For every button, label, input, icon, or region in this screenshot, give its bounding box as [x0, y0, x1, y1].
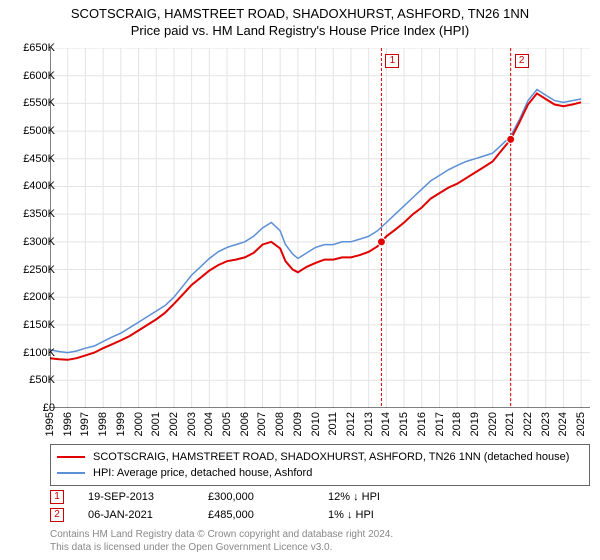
event-table: 1 19-SEP-2013£300,00012% ↓ HPI 2 06-JAN-202…	[50, 488, 590, 524]
footnote-line1: Contains HM Land Registry data © Crown c…	[50, 528, 393, 541]
x-tick-label: 2021	[504, 412, 516, 436]
x-tick-label: 2007	[256, 412, 268, 436]
x-tick-label: 1998	[97, 412, 109, 436]
x-tick-label: 1995	[44, 412, 56, 436]
x-tick-label: 2013	[363, 412, 375, 436]
legend: SCOTSCRAIG, HAMSTREET ROAD, SHADOXHURST,…	[50, 444, 590, 486]
title-address: SCOTSCRAIG, HAMSTREET ROAD, SHADOXHURST,…	[0, 6, 600, 21]
legend-swatch	[57, 456, 85, 458]
x-tick-label: 2023	[540, 412, 552, 436]
event-date: 19-SEP-2013	[88, 491, 208, 503]
legend-label: SCOTSCRAIG, HAMSTREET ROAD, SHADOXHURST,…	[93, 451, 569, 463]
y-tick-label: £150K	[5, 319, 55, 331]
y-tick-label: £200K	[5, 291, 55, 303]
chart-area	[50, 48, 590, 408]
x-tick-label: 1999	[115, 412, 127, 436]
legend-swatch	[57, 472, 85, 474]
x-tick-label: 2012	[345, 412, 357, 436]
title-subtitle: Price paid vs. HM Land Registry's House …	[0, 23, 600, 38]
x-tick-label: 2005	[221, 412, 233, 436]
y-tick-label: £250K	[5, 264, 55, 276]
y-tick-label: £400K	[5, 180, 55, 192]
y-tick-label: £500K	[5, 125, 55, 137]
footnote: Contains HM Land Registry data © Crown c…	[50, 528, 393, 554]
x-tick-label: 2019	[469, 412, 481, 436]
event-row: 1 19-SEP-2013£300,00012% ↓ HPI	[50, 488, 590, 506]
x-tick-label: 2008	[274, 412, 286, 436]
event-price: £485,000	[208, 509, 328, 521]
event-delta: 1% ↓ HPI	[328, 509, 448, 521]
x-tick-label: 1997	[79, 412, 91, 436]
event-id: 1	[50, 490, 64, 504]
event-row: 2 06-JAN-2021£485,0001% ↓ HPI	[50, 506, 590, 524]
title-block: SCOTSCRAIG, HAMSTREET ROAD, SHADOXHURST,…	[0, 0, 600, 40]
legend-row: SCOTSCRAIG, HAMSTREET ROAD, SHADOXHURST,…	[57, 449, 583, 465]
x-tick-label: 2002	[168, 412, 180, 436]
y-tick-label: £550K	[5, 97, 55, 109]
y-tick-label: £100K	[5, 347, 55, 359]
x-tick-label: 2015	[398, 412, 410, 436]
event-price: £300,000	[208, 491, 328, 503]
x-tick-label: 2011	[327, 412, 339, 436]
x-tick-label: 2022	[522, 412, 534, 436]
x-tick-label: 2017	[434, 412, 446, 436]
x-tick-label: 2014	[380, 412, 392, 436]
event-delta: 12% ↓ HPI	[328, 491, 448, 503]
event-id: 2	[50, 508, 64, 522]
x-tick-label: 2003	[186, 412, 198, 436]
x-tick-label: 2024	[557, 412, 569, 436]
x-tick-label: 2016	[416, 412, 428, 436]
x-tick-label: 2018	[451, 412, 463, 436]
legend-label: HPI: Average price, detached house, Ashf…	[93, 467, 312, 479]
x-tick-label: 2004	[203, 412, 215, 436]
event-marker-id: 1	[385, 54, 399, 68]
legend-row: HPI: Average price, detached house, Ashf…	[57, 465, 583, 481]
x-tick-label: 2001	[150, 412, 162, 436]
y-tick-label: £350K	[5, 208, 55, 220]
x-tick-label: 1996	[62, 412, 74, 436]
event-date: 06-JAN-2021	[88, 509, 208, 521]
y-tick-label: £600K	[5, 70, 55, 82]
x-tick-label: 2009	[292, 412, 304, 436]
x-tick-label: 2006	[239, 412, 251, 436]
x-tick-label: 2010	[310, 412, 322, 436]
footnote-line2: This data is licensed under the Open Gov…	[50, 541, 393, 554]
y-tick-label: £50K	[5, 374, 55, 386]
y-tick-label: £650K	[5, 42, 55, 54]
x-tick-label: 2020	[487, 412, 499, 436]
y-tick-label: £300K	[5, 236, 55, 248]
x-tick-label: 2000	[133, 412, 145, 436]
chart-svg	[50, 48, 590, 408]
chart-container: SCOTSCRAIG, HAMSTREET ROAD, SHADOXHURST,…	[0, 0, 600, 560]
x-tick-label: 2025	[575, 412, 587, 436]
event-marker-id: 2	[515, 54, 529, 68]
y-tick-label: £450K	[5, 153, 55, 165]
